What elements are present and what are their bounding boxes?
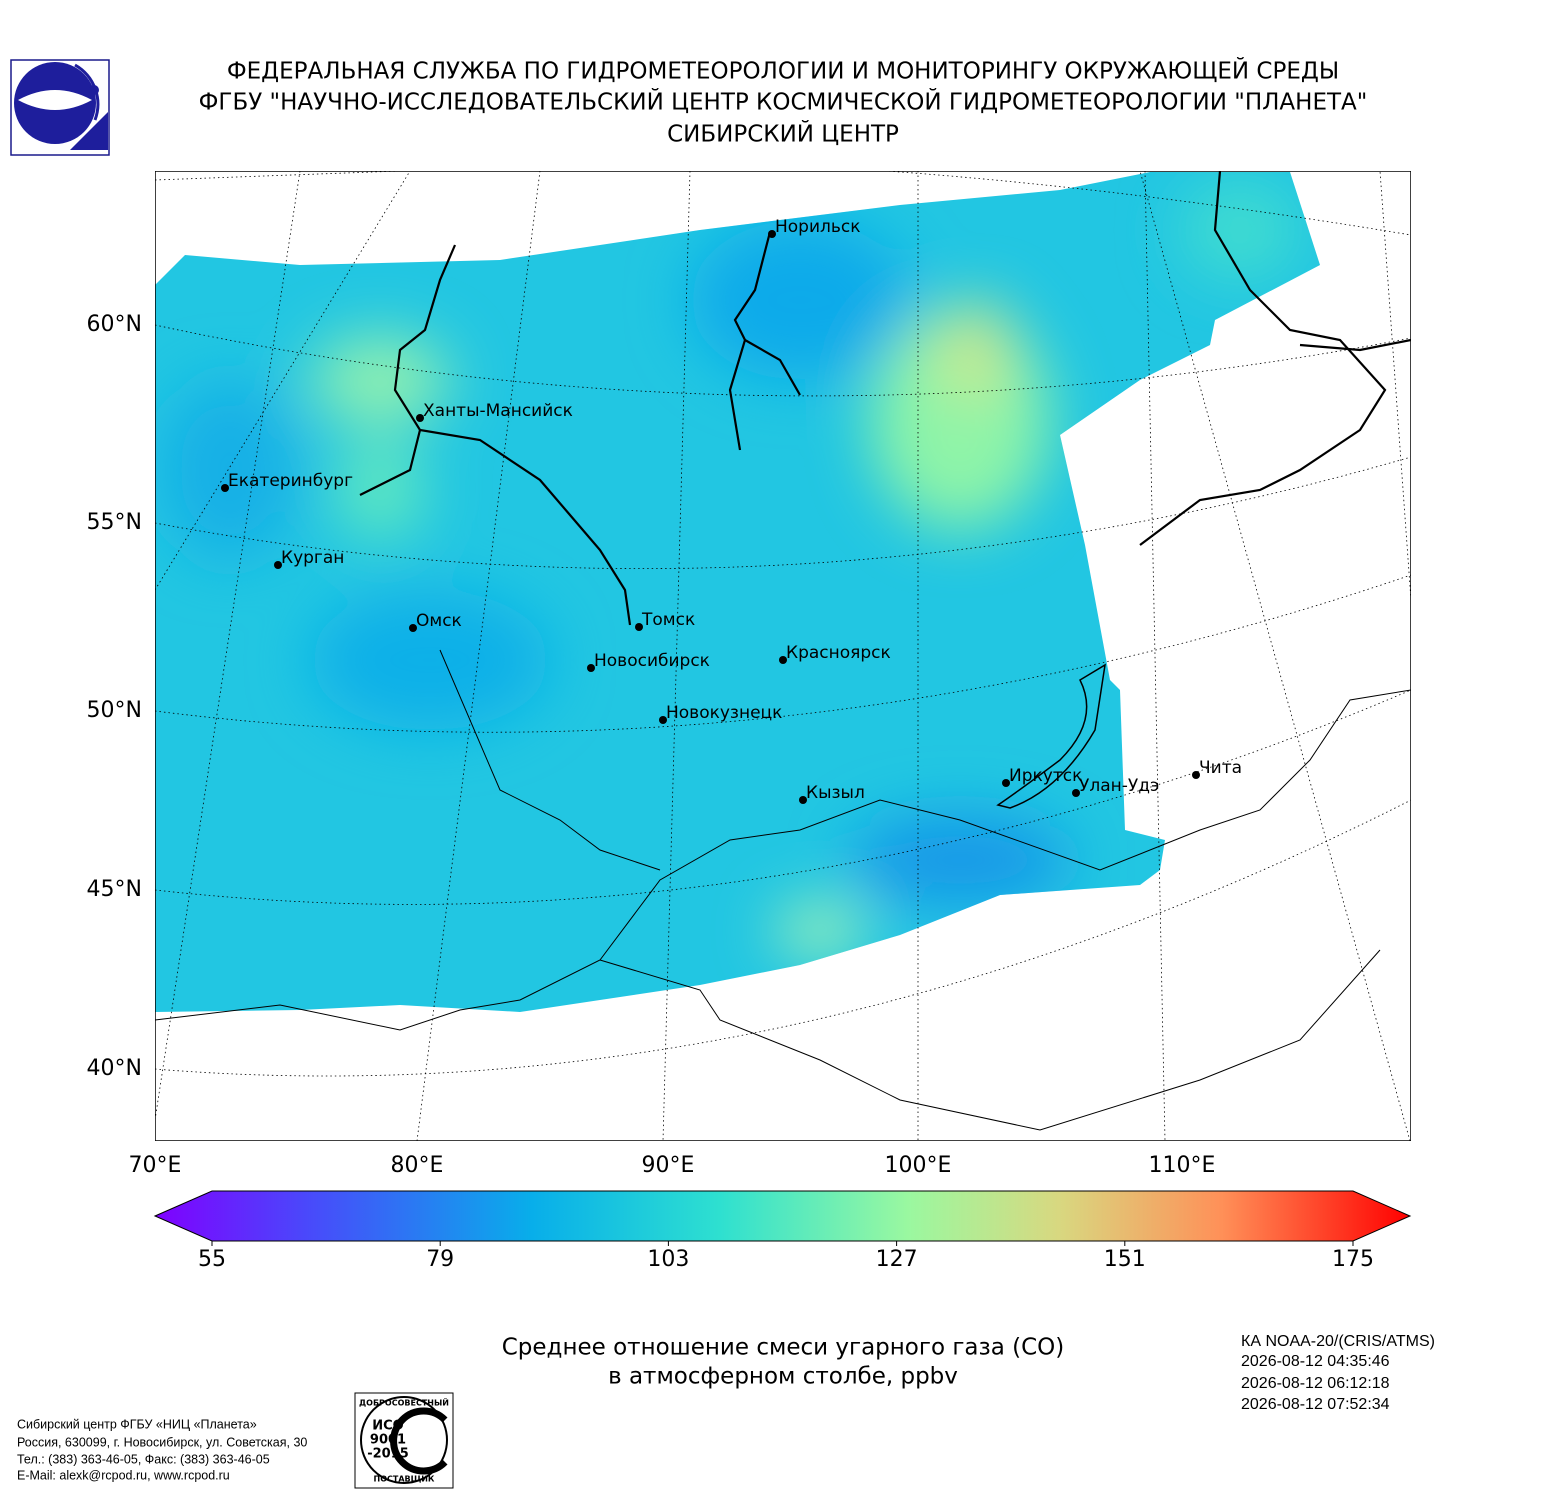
city-dot — [409, 624, 417, 632]
city-label: Курган — [281, 548, 344, 568]
iso-bottom: ПОСТАВЩИК — [374, 1475, 435, 1484]
header-line: ФГБУ "НАУЧНО-ИССЛЕДОВАТЕЛЬСКИЙ ЦЕНТР КОС… — [199, 88, 1368, 116]
city-label: Новокузнецк — [666, 703, 782, 723]
city-dot — [779, 656, 787, 664]
satellite-line: КА NOAA-20/(CRIS/ATMS) — [1241, 1333, 1435, 1350]
lat-label: 45°N — [87, 877, 142, 902]
colorbar-tick-label: 151 — [1104, 1247, 1146, 1272]
logo — [10, 59, 110, 156]
lat-label: 60°N — [87, 312, 142, 337]
city-dot — [1192, 771, 1200, 779]
footer-line: Тел.: (383) 363-46-05, Факс: (383) 363-4… — [17, 1452, 270, 1466]
header-line: СИБИРСКИЙ ЦЕНТР — [667, 120, 899, 148]
lat-label: 55°N — [87, 510, 142, 535]
iso-line: ИСО — [372, 1419, 403, 1434]
city-label: Норильск — [775, 217, 861, 237]
rivers — [359, 171, 1411, 809]
city-dot — [274, 561, 282, 569]
caption: Среднее отношение смеси угарного газа (C… — [502, 1335, 1065, 1390]
city-label: Чита — [1199, 758, 1242, 778]
graticule — [155, 171, 1411, 1141]
city-label: Ханты-Мансийск — [423, 401, 573, 421]
iso-top: ДОБРОСОВЕСТНЫЙ — [359, 1397, 449, 1408]
lon-label: 80°E — [391, 1153, 444, 1178]
map — [155, 171, 1411, 1141]
lon-label: 100°E — [885, 1153, 952, 1178]
city-dot — [416, 414, 424, 422]
city-dot — [587, 664, 595, 672]
satellite-line: 2026-08-12 07:52:34 — [1241, 1396, 1390, 1413]
city-label: Кызыл — [806, 783, 865, 803]
colorbar-tick-label: 175 — [1332, 1247, 1374, 1272]
header-line: ФЕДЕРАЛЬНАЯ СЛУЖБА ПО ГИДРОМЕТЕОРОЛОГИИ … — [227, 57, 1339, 85]
city-dot — [799, 796, 807, 804]
footer-line: Россия, 630099, г. Новосибирск, ул. Сове… — [17, 1435, 307, 1449]
satellite-line: 2026-08-12 04:35:46 — [1241, 1353, 1390, 1370]
iso-line: -2015 — [367, 1447, 409, 1462]
lon-label: 90°E — [642, 1153, 695, 1178]
colorbar-ticks: 55 79 103 127 151 175 — [198, 1241, 1374, 1272]
city-label: Новосибирск — [594, 651, 710, 671]
header: ФЕДЕРАЛЬНАЯ СЛУЖБА ПО ГИДРОМЕТЕОРОЛОГИИ … — [199, 57, 1368, 148]
caption-line: в атмосферном столбе, ppbv — [608, 1364, 958, 1390]
satellite-info: КА NOAA-20/(CRIS/ATMS) 2026-08-12 04:35:4… — [1241, 1333, 1435, 1413]
city-label: Улан-Удэ — [1079, 776, 1159, 796]
city-dot — [768, 230, 776, 238]
city-dot — [1072, 789, 1080, 797]
colorbar-tick-label: 55 — [198, 1247, 226, 1272]
iso-logo: ДОБРОСОВЕСТНЫЙ ИСО 9001 -2015 ПОСТАВЩИК — [354, 1392, 454, 1489]
lon-label: 70°E — [129, 1153, 182, 1178]
lon-label: 110°E — [1149, 1153, 1216, 1178]
colorbar-tick-label: 79 — [426, 1247, 454, 1272]
city-dot — [659, 716, 667, 724]
city-dot — [635, 623, 643, 631]
footer-line: Сибирский центр ФГБУ «НИЦ «Планета» — [17, 1417, 257, 1431]
iso-line: 9001 — [370, 1433, 406, 1448]
borders — [155, 649, 1411, 1131]
city-label: Екатеринбург — [228, 471, 353, 491]
city-label: Иркутск — [1009, 766, 1082, 786]
caption-line: Среднее отношение смеси угарного газа (C… — [502, 1335, 1065, 1361]
city-dot — [1002, 779, 1010, 787]
city-label: Омск — [416, 611, 462, 631]
footer: Сибирский центр ФГБУ «НИЦ «Планета» Росси… — [17, 1417, 307, 1482]
colorbar — [153, 1190, 1412, 1242]
footer-line: E-Mail: alexk@rcpod.ru, www.rcpod.ru — [17, 1468, 230, 1482]
colorbar-tick-label: 127 — [876, 1247, 918, 1272]
lat-label: 50°N — [87, 698, 142, 723]
lat-label: 40°N — [87, 1056, 142, 1081]
city-dot — [221, 484, 229, 492]
colorbar-tick-label: 103 — [647, 1247, 689, 1272]
city-label: Красноярск — [786, 643, 891, 663]
satellite-line: 2026-08-12 06:12:18 — [1241, 1375, 1390, 1392]
city-label: Томск — [641, 610, 695, 630]
map-labels: 60°N 55°N 50°N 45°N 40°N 70°E 80°E 90°E 100°E 110… — [87, 217, 1242, 1178]
